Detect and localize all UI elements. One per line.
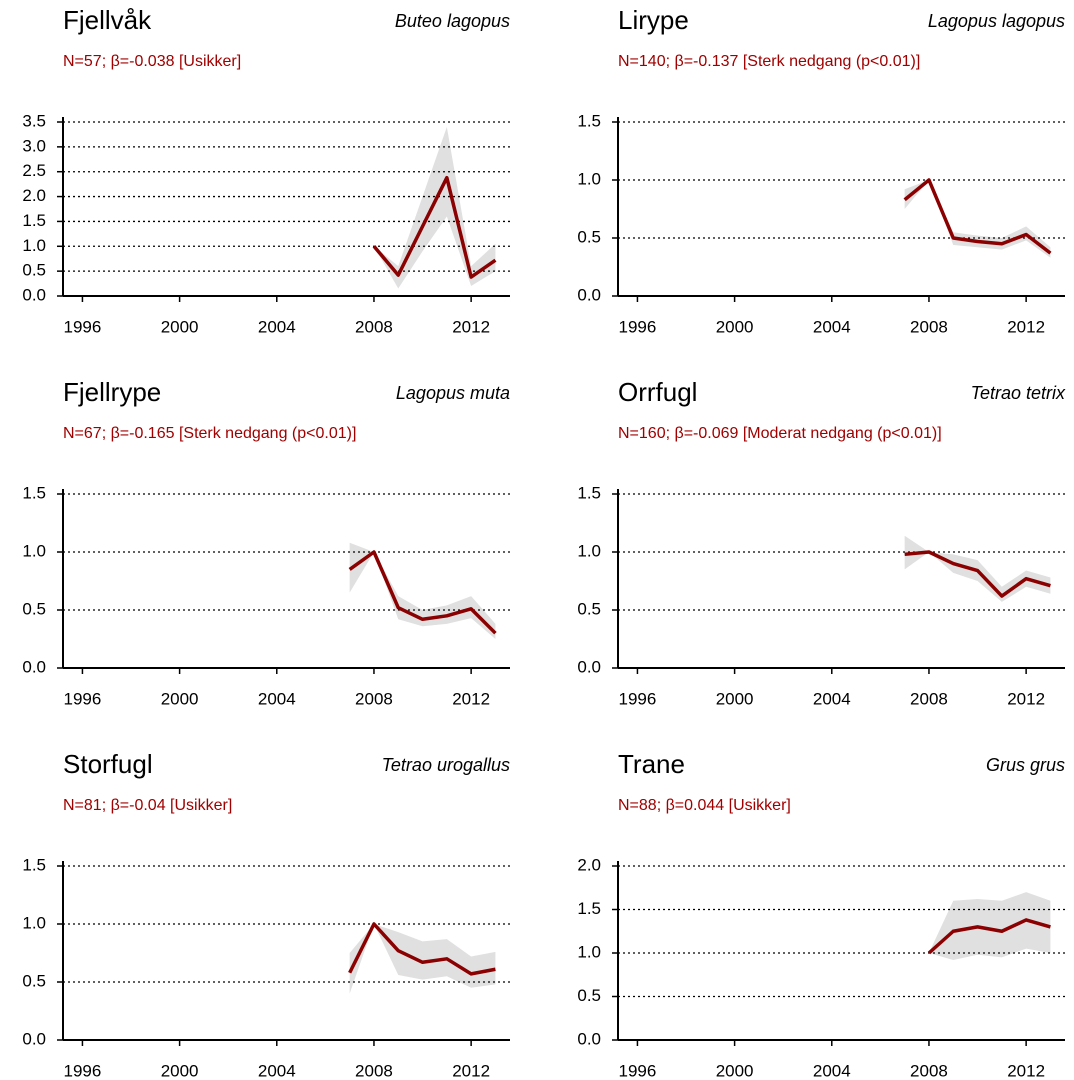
panel: Orrfugl Tetrao tetrix N=160; β=-0.069 [Mod… (577, 377, 1066, 709)
chart-subtitle: Tetrao urogallus (382, 755, 510, 775)
chart-title: Fjellrype (63, 377, 161, 407)
chart-subtitle: Buteo lagopus (395, 11, 510, 31)
annotation: N=81; β=-0.04 [Usikker] (63, 797, 232, 814)
x-tick-label: 1996 (619, 317, 657, 336)
chart-subtitle: Lagopus muta (396, 383, 510, 403)
annotation: N=140; β=-0.137 [Sterk nedgang (p<0.01)] (618, 53, 920, 70)
chart-title: Lirype (618, 5, 689, 35)
x-tick-label: 2004 (813, 317, 851, 336)
x-tick-label: 2000 (716, 317, 754, 336)
y-tick-label: 0.5 (577, 599, 601, 618)
y-tick-label: 3.0 (22, 136, 46, 155)
x-tick-label: 2004 (258, 1061, 296, 1080)
chart-title: Trane (618, 749, 685, 779)
y-tick-label: 1.5 (22, 211, 46, 230)
annotation: N=88; β=0.044 [Usikker] (618, 797, 791, 814)
x-tick-label: 2008 (910, 317, 948, 336)
x-tick-label: 1996 (64, 1061, 102, 1080)
panel: Storfugl Tetrao urogallus N=81; β=-0.04 [U… (22, 749, 510, 1080)
confidence-band (373, 126, 496, 289)
y-tick-label: 2.5 (22, 161, 46, 180)
x-tick-label: 2008 (910, 1061, 948, 1080)
confidence-band (349, 542, 496, 639)
chart-title: Storfugl (63, 749, 153, 779)
y-tick-label: 1.5 (22, 483, 46, 502)
x-tick-label: 2008 (355, 1061, 393, 1080)
x-tick-label: 2000 (161, 689, 199, 708)
panel: Lirype Lagopus lagopus N=140; β=-0.137 [St… (577, 5, 1065, 336)
trend-line (348, 922, 496, 976)
y-tick-label: 0.5 (22, 261, 46, 280)
trend-line (348, 550, 497, 635)
annotation: N=67; β=-0.165 [Sterk nedgang (p<0.01)] (63, 425, 356, 442)
y-tick-label: 0.0 (22, 285, 46, 304)
x-tick-label: 2000 (161, 1061, 199, 1080)
y-tick-label: 3.5 (22, 111, 46, 130)
panel: Fjellvåk Buteo lagopus N=57; β=-0.038 [Usi… (22, 5, 510, 336)
chart-subtitle: Tetrao tetrix (971, 383, 1066, 403)
chart-subtitle: Lagopus lagopus (928, 11, 1065, 31)
y-tick-label: 0.0 (577, 285, 601, 304)
confidence-band (928, 892, 1051, 960)
y-tick-label: 0.5 (22, 599, 46, 618)
annotation: N=57; β=-0.038 [Usikker] (63, 53, 241, 70)
trend-line (927, 918, 1051, 955)
y-tick-label: 1.0 (22, 541, 46, 560)
x-tick-label: 2000 (161, 317, 199, 336)
x-tick-label: 2008 (355, 689, 393, 708)
trend-line (904, 550, 1051, 598)
x-tick-label: 2012 (452, 689, 490, 708)
y-tick-label: 1.0 (22, 236, 46, 255)
y-tick-label: 1.0 (577, 942, 601, 961)
y-tick-label: 1.0 (577, 169, 601, 188)
trend-line (372, 175, 497, 279)
y-tick-label: 1.0 (22, 913, 46, 932)
x-tick-label: 2008 (910, 689, 948, 708)
panel: Fjellrype Lagopus muta N=67; β=-0.165 [Ste… (22, 377, 510, 708)
y-tick-label: 0.5 (577, 227, 601, 246)
chart-subtitle: Grus grus (986, 755, 1065, 775)
x-tick-label: 1996 (619, 1061, 657, 1080)
confidence-band (349, 924, 496, 994)
x-tick-label: 1996 (64, 689, 102, 708)
annotation: N=160; β=-0.069 [Moderat nedgang (p<0.01… (618, 425, 942, 442)
y-tick-label: 0.0 (22, 1029, 46, 1048)
y-tick-label: 0.0 (577, 1029, 601, 1048)
y-tick-label: 1.5 (577, 483, 601, 502)
x-tick-label: 2004 (813, 689, 851, 708)
y-tick-label: 0.5 (22, 971, 46, 990)
x-tick-label: 2004 (258, 317, 296, 336)
x-tick-label: 2012 (452, 1061, 490, 1080)
x-tick-label: 2004 (813, 1061, 851, 1080)
chart-title: Orrfugl (618, 377, 697, 407)
chart-title: Fjellvåk (63, 5, 152, 35)
y-tick-label: 1.0 (577, 541, 601, 560)
x-tick-label: 2000 (716, 689, 754, 708)
x-tick-label: 2008 (355, 317, 393, 336)
y-tick-label: 1.5 (577, 111, 601, 130)
x-tick-label: 2012 (1007, 1061, 1045, 1080)
x-tick-label: 1996 (619, 689, 657, 708)
y-tick-label: 2.0 (22, 186, 46, 205)
y-tick-label: 2.0 (577, 855, 601, 874)
confidence-band (904, 180, 1051, 258)
y-tick-label: 0.0 (577, 657, 601, 676)
trend-line (903, 178, 1052, 255)
x-tick-label: 2012 (1007, 689, 1045, 708)
x-tick-label: 1996 (64, 317, 102, 336)
x-tick-label: 2004 (258, 689, 296, 708)
x-tick-label: 2000 (716, 1061, 754, 1080)
x-tick-label: 2012 (452, 317, 490, 336)
y-tick-label: 1.5 (577, 899, 601, 918)
panel: Trane Grus grus N=88; β=0.044 [Usikker] 0.0… (577, 749, 1065, 1080)
y-tick-label: 0.5 (577, 986, 601, 1005)
x-tick-label: 2012 (1007, 317, 1045, 336)
y-tick-label: 0.0 (22, 657, 46, 676)
y-tick-label: 1.5 (22, 855, 46, 874)
